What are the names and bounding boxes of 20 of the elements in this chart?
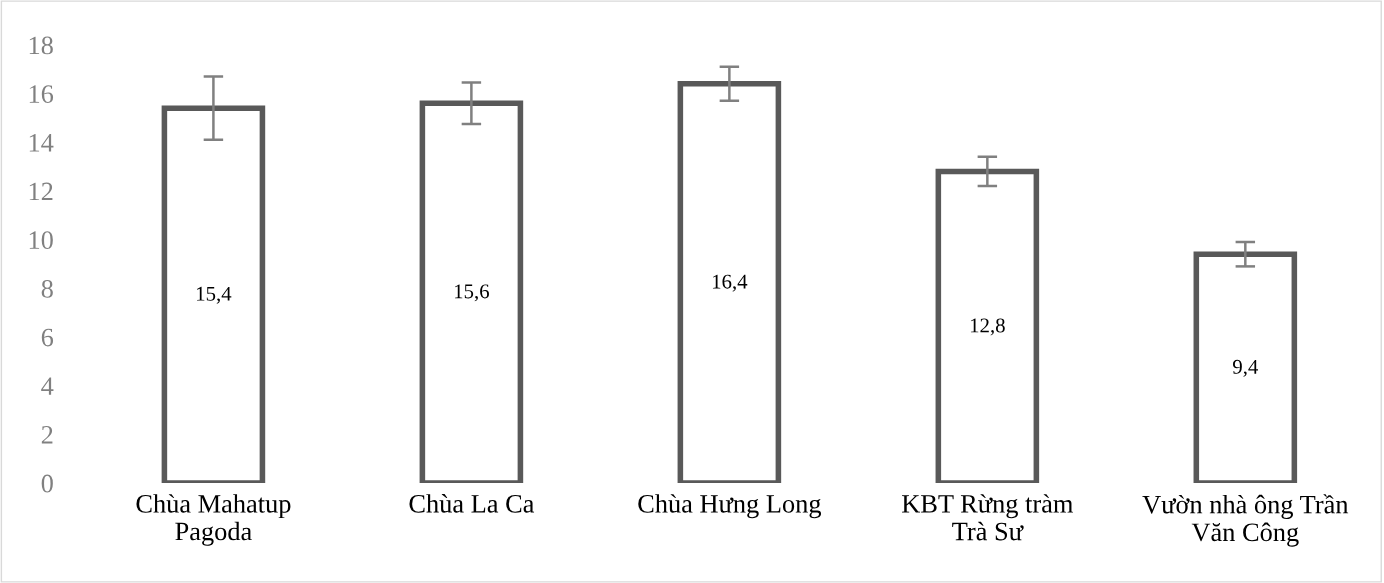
- y-tick-label: 16: [29, 85, 54, 103]
- x-tick-label: KBT Rừng tràm Trà Sư: [902, 494, 1074, 541]
- y-tick-label: 2: [41, 426, 53, 444]
- x-tick-label: Chùa Mahatup Pagoda: [136, 494, 291, 546]
- y-tick-label: 10: [29, 231, 53, 250]
- data-label: 12,8: [970, 318, 1005, 336]
- x-tick-label: Vườn nhà ông Trần Văn Công: [1142, 494, 1349, 547]
- x-tick-label: Chùa La Ca: [409, 494, 535, 513]
- data-label: 15,4: [197, 286, 232, 304]
- y-tick-label: 8: [41, 279, 53, 298]
- x-tick-label: Chùa Hưng Long: [638, 494, 822, 519]
- y-tick-label: 6: [41, 328, 54, 347]
- y-tick-label: 14: [29, 133, 54, 152]
- data-label: 15,6: [454, 284, 489, 302]
- y-tick-label: 0: [41, 474, 53, 493]
- data-label: 9,4: [1232, 359, 1259, 377]
- y-tick-label: 18: [29, 36, 53, 55]
- y-tick-label: 4: [41, 377, 54, 395]
- y-tick-label: 12: [29, 182, 53, 201]
- data-label: 16,4: [712, 274, 748, 292]
